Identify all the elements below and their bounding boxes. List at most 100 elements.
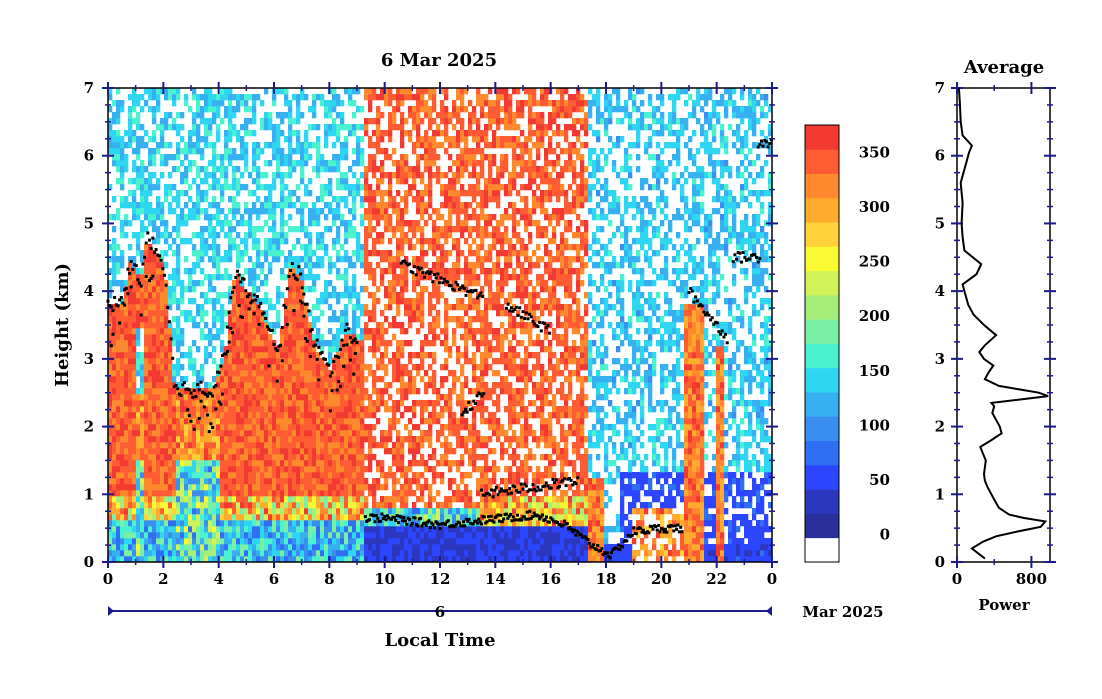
heatmap-cell — [288, 130, 293, 137]
heatmap-cell — [304, 406, 309, 413]
heatmap-cell — [268, 112, 273, 119]
heatmap-cell — [212, 244, 217, 251]
heatmap-cell — [432, 232, 437, 239]
heatmap-cell — [432, 400, 437, 407]
heatmap-cell — [292, 454, 297, 461]
heatmap-cell — [436, 298, 441, 305]
heatmap-cell — [304, 550, 309, 557]
heatmap-cell — [420, 88, 425, 95]
heatmap-cell — [360, 448, 365, 455]
heatmap-cell — [160, 442, 165, 449]
heatmap-cell — [416, 88, 421, 95]
heatmap-cell — [356, 418, 361, 425]
heatmap-cell — [212, 100, 217, 107]
heatmap-cell — [328, 514, 333, 521]
heatmap-cell — [120, 316, 125, 323]
heatmap-cell — [396, 124, 401, 131]
heatmap-cell — [208, 502, 213, 509]
heatmap-cell — [244, 478, 249, 485]
heatmap-cell — [284, 370, 289, 377]
heatmap-cell — [420, 442, 425, 449]
heatmap-cell — [236, 364, 241, 371]
heatmap-cell — [400, 130, 405, 137]
heatmap-cell — [276, 472, 281, 479]
heatmap-cell — [148, 94, 153, 101]
heatmap-cell — [160, 298, 165, 305]
heatmap-cell — [436, 166, 441, 173]
heatmap-cell — [192, 370, 197, 377]
heatmap-cell — [196, 214, 201, 221]
heatmap-cell — [396, 256, 401, 263]
heatmap-cell — [436, 238, 441, 245]
heatmap-cell — [268, 208, 273, 215]
heatmap-cell — [196, 532, 201, 539]
heatmap-cell — [300, 508, 305, 515]
heatmap-cell — [400, 454, 405, 461]
heatmap-cell — [316, 136, 321, 143]
heatmap-cell — [288, 496, 293, 503]
heatmap-cell — [236, 424, 241, 431]
heatmap-cell — [300, 256, 305, 263]
heatmap-cell — [392, 538, 397, 545]
heatmap-cell — [280, 178, 285, 185]
heatmap-cell — [312, 478, 317, 485]
heatmap-cell — [244, 496, 249, 503]
heatmap-cell — [360, 394, 365, 401]
heatmap-cell — [228, 112, 233, 119]
heatmap-cell — [444, 406, 449, 413]
heatmap-cell — [276, 364, 281, 371]
heatmap-cell — [128, 310, 133, 317]
heatmap-cell — [336, 508, 341, 515]
heatmap-cell — [412, 478, 417, 485]
heatmap-cell — [368, 100, 373, 107]
heatmap-cell — [196, 520, 201, 527]
heatmap-cell — [200, 238, 205, 245]
heatmap-cell — [228, 406, 233, 413]
heatmap-cell — [120, 100, 125, 107]
heatmap-cell — [300, 154, 305, 161]
heatmap-cell — [180, 406, 185, 413]
heatmap-cell — [144, 436, 149, 443]
heatmap-cell — [320, 406, 325, 413]
heatmap-cell — [292, 478, 297, 485]
heatmap-cell — [124, 346, 129, 353]
heatmap-cell — [260, 430, 265, 437]
heatmap-cell — [248, 346, 253, 353]
heatmap-cell — [112, 532, 117, 539]
heatmap-cell — [132, 148, 137, 155]
heatmap-cell — [300, 310, 305, 317]
heatmap-cell — [140, 442, 145, 449]
heatmap-cell — [152, 472, 157, 479]
heatmap-cell — [240, 154, 245, 161]
heatmap-cell — [156, 460, 161, 467]
heatmap-cell — [356, 136, 361, 143]
heatmap-cell — [440, 412, 445, 419]
heatmap-cell — [164, 424, 169, 431]
heatmap-cell — [220, 322, 225, 329]
heatmap-cell — [420, 544, 425, 551]
heatmap-cell — [228, 484, 233, 491]
heatmap-cell — [364, 256, 369, 263]
heatmap-cell — [252, 202, 257, 209]
heatmap-cell — [144, 442, 149, 449]
heatmap-cell — [412, 304, 417, 311]
heatmap-cell — [108, 514, 113, 521]
heatmap-cell — [316, 412, 321, 419]
heatmap-cell — [372, 532, 377, 539]
heatmap-cell — [372, 250, 377, 257]
heatmap-cell — [264, 406, 269, 413]
heatmap-cell — [436, 274, 441, 281]
heatmap-cell — [340, 292, 345, 299]
heatmap-cell — [160, 472, 165, 479]
heatmap-cell — [308, 364, 313, 371]
heatmap-cell — [400, 448, 405, 455]
heatmap-cell — [364, 268, 369, 275]
heatmap-cell — [212, 166, 217, 173]
heatmap-cell — [156, 484, 161, 491]
heatmap-cell — [400, 160, 405, 167]
heatmap-cell — [312, 406, 317, 413]
heatmap-cell — [232, 112, 237, 119]
heatmap-cell — [272, 424, 277, 431]
heatmap-cell — [344, 88, 349, 95]
heatmap-cell — [380, 208, 385, 215]
